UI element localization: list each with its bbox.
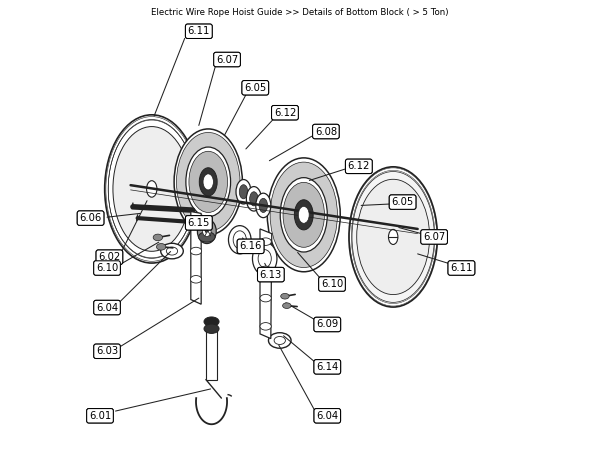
Text: 6.10: 6.10 (321, 279, 343, 289)
Ellipse shape (104, 115, 199, 263)
Ellipse shape (274, 337, 286, 345)
Ellipse shape (186, 147, 230, 217)
Text: 6.01: 6.01 (89, 411, 111, 421)
Ellipse shape (259, 198, 268, 212)
Text: 6.01: 6.01 (89, 411, 111, 421)
Text: 6.07: 6.07 (423, 232, 445, 242)
Text: 6.16: 6.16 (239, 241, 262, 252)
Text: 6.02: 6.02 (98, 252, 121, 262)
Text: 6.06: 6.06 (79, 213, 102, 223)
Text: 6.04: 6.04 (96, 303, 118, 312)
Text: 6.12: 6.12 (274, 108, 296, 118)
Ellipse shape (236, 179, 251, 204)
Text: 6.08: 6.08 (315, 126, 337, 136)
Text: 6.03: 6.03 (96, 346, 118, 356)
Text: 6.13: 6.13 (260, 270, 282, 279)
Ellipse shape (280, 177, 327, 252)
Ellipse shape (146, 181, 157, 197)
Text: 6.11: 6.11 (188, 26, 210, 36)
Ellipse shape (283, 182, 325, 247)
Ellipse shape (197, 219, 216, 244)
Text: 6.14: 6.14 (316, 362, 338, 372)
Ellipse shape (199, 232, 215, 242)
Text: 6.11: 6.11 (450, 263, 473, 273)
Polygon shape (260, 229, 272, 338)
Text: 6.11: 6.11 (450, 263, 473, 273)
Ellipse shape (298, 206, 309, 223)
Text: 6.12: 6.12 (347, 161, 370, 171)
Ellipse shape (233, 231, 247, 249)
Ellipse shape (349, 167, 437, 307)
Ellipse shape (204, 317, 219, 326)
Text: 6.07: 6.07 (216, 55, 238, 65)
Ellipse shape (203, 226, 211, 236)
Ellipse shape (157, 244, 166, 250)
Text: 6.10: 6.10 (321, 279, 343, 289)
Text: 6.05: 6.05 (391, 197, 414, 207)
FancyBboxPatch shape (206, 330, 217, 379)
Ellipse shape (190, 219, 202, 227)
Text: Electric Wire Rope Hoist Guide >> Details of Bottom Block ( > 5 Ton): Electric Wire Rope Hoist Guide >> Detail… (151, 8, 449, 17)
Ellipse shape (295, 200, 313, 230)
Ellipse shape (268, 333, 291, 348)
Text: 6.05: 6.05 (244, 83, 266, 93)
Text: 6.14: 6.14 (316, 362, 338, 372)
Text: 6.06: 6.06 (79, 213, 102, 223)
Text: 6.09: 6.09 (316, 320, 338, 329)
Text: 6.05: 6.05 (391, 197, 414, 207)
Ellipse shape (281, 294, 289, 299)
Ellipse shape (258, 250, 271, 268)
Ellipse shape (153, 234, 163, 241)
Text: 6.13: 6.13 (260, 270, 282, 279)
Ellipse shape (250, 192, 258, 206)
Text: 6.10: 6.10 (96, 263, 118, 273)
Text: 6.04: 6.04 (316, 411, 338, 421)
Ellipse shape (190, 247, 202, 255)
Text: 6.15: 6.15 (188, 218, 210, 228)
Ellipse shape (229, 226, 251, 254)
Ellipse shape (161, 243, 183, 259)
Text: 6.16: 6.16 (239, 241, 262, 252)
Ellipse shape (204, 324, 219, 333)
Ellipse shape (113, 126, 191, 251)
Ellipse shape (176, 133, 240, 231)
Ellipse shape (352, 171, 434, 303)
Polygon shape (191, 211, 201, 304)
Ellipse shape (357, 179, 430, 295)
Ellipse shape (260, 322, 271, 330)
Text: 6.07: 6.07 (216, 55, 238, 65)
Text: 6.10: 6.10 (96, 263, 118, 273)
Ellipse shape (267, 158, 340, 272)
Ellipse shape (190, 276, 202, 283)
Text: 6.03: 6.03 (96, 346, 118, 356)
Ellipse shape (260, 295, 271, 302)
Ellipse shape (166, 247, 178, 255)
Ellipse shape (270, 162, 337, 268)
Ellipse shape (283, 303, 291, 309)
Text: 6.07: 6.07 (423, 232, 445, 242)
Ellipse shape (189, 152, 227, 212)
Text: 6.15: 6.15 (188, 218, 210, 228)
Ellipse shape (256, 193, 271, 218)
Text: 6.12: 6.12 (274, 108, 296, 118)
Ellipse shape (260, 266, 271, 274)
Ellipse shape (174, 129, 242, 235)
Ellipse shape (199, 168, 217, 196)
Ellipse shape (247, 186, 262, 211)
Text: 6.05: 6.05 (244, 83, 266, 93)
Ellipse shape (260, 238, 271, 245)
Text: 6.12: 6.12 (347, 161, 370, 171)
Ellipse shape (203, 174, 214, 190)
Text: 6.02: 6.02 (98, 252, 121, 262)
Ellipse shape (239, 185, 248, 199)
Text: 6.04: 6.04 (316, 411, 338, 421)
Text: 6.09: 6.09 (316, 320, 338, 329)
Ellipse shape (388, 229, 398, 244)
Text: 6.08: 6.08 (315, 126, 337, 136)
Ellipse shape (253, 242, 277, 275)
Text: 6.04: 6.04 (96, 303, 118, 312)
Text: 6.11: 6.11 (188, 26, 210, 36)
